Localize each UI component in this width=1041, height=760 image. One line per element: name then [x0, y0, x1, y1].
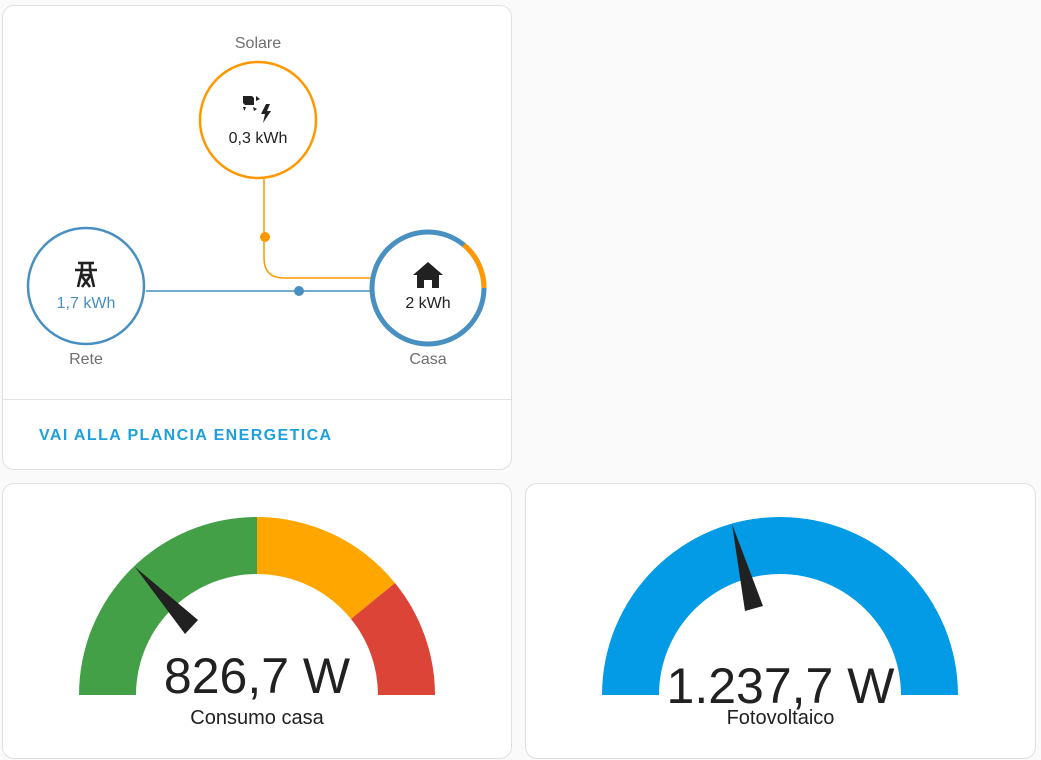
energy-dashboard-link[interactable]: VAI ALLA PLANCIA ENERGETICA: [39, 427, 333, 444]
solar-flow-dot: [260, 232, 270, 242]
home-node-value: 2 kWh: [405, 295, 451, 312]
gauge-card-consumo-casa[interactable]: 826,7 W Consumo casa: [2, 483, 512, 759]
solar-node-label: Solare: [234, 35, 282, 52]
energy-flow-diagram: [26, 60, 487, 347]
transmission-tower-icon: [75, 261, 97, 288]
grid-node-value: 1,7 kWh: [56, 295, 116, 312]
gauge-name: Consumo casa: [190, 707, 324, 729]
gauge-value: 826,7 W: [163, 648, 351, 704]
gauge-segment-red: [351, 583, 435, 695]
gauge-needle: [732, 524, 763, 611]
home-node-label: Casa: [409, 351, 447, 368]
grid-flow-dot: [294, 286, 304, 296]
gauge-consumo-dial: [79, 517, 435, 695]
energy-distribution-card: Solare 0,3 kWh 1,7 kWh Rete 2 kWh Casa V…: [2, 5, 512, 470]
gauge-fotovoltaico-dial: [602, 517, 958, 695]
gauge-card-fotovoltaico[interactable]: 1.237,7 W Fotovoltaico: [525, 483, 1036, 759]
grid-node-circle[interactable]: [26, 226, 146, 346]
gauge-needle: [135, 567, 198, 634]
solar-node-circle[interactable]: [198, 60, 318, 180]
gauge-segment-blue: [602, 517, 958, 695]
solar-power-icon: [243, 96, 271, 123]
gauge-segment-orange: [257, 517, 395, 619]
solar-node-value: 0,3 kWh: [228, 130, 288, 147]
gauge-name: Fotovoltaico: [726, 707, 835, 729]
home-solar-share-arc: [462, 243, 487, 289]
gauge-value: 1.237,7 W: [666, 658, 895, 714]
home-icon: [413, 262, 443, 288]
card-divider: [3, 399, 511, 400]
grid-node-label: Rete: [69, 351, 103, 368]
solar-to-home-flow-line: [263, 179, 371, 279]
